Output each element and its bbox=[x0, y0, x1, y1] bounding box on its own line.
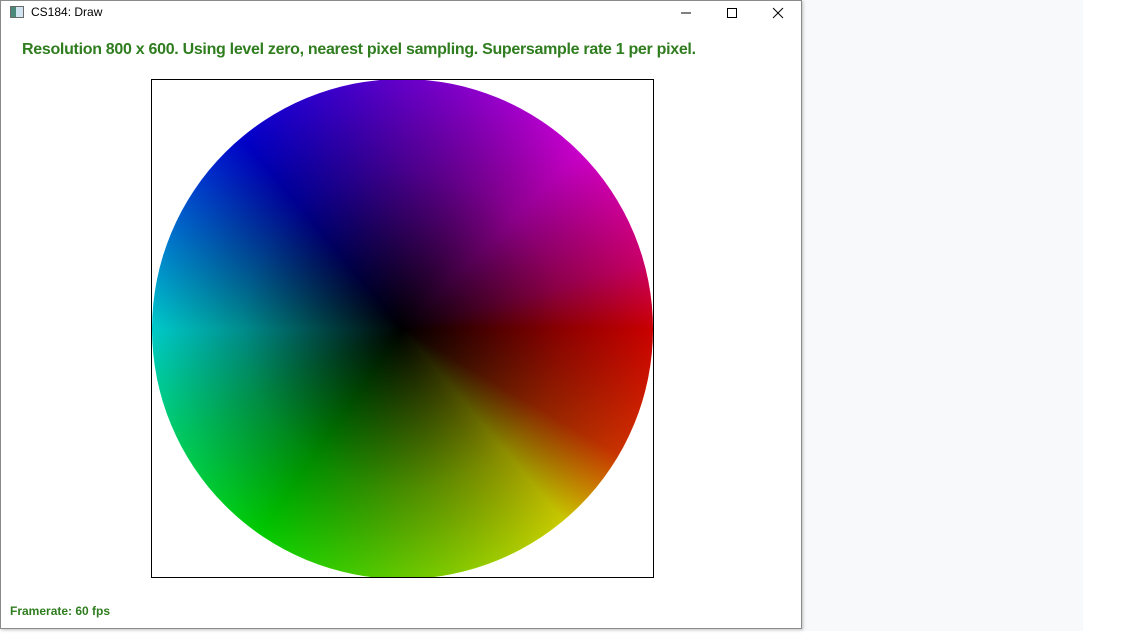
app-window: CS184: Draw Resolution 800 x 600. Using … bbox=[0, 0, 802, 629]
minimize-icon bbox=[681, 12, 691, 14]
desktop-background bbox=[802, 0, 1083, 631]
app-icon bbox=[10, 6, 24, 18]
color-wheel-shading bbox=[152, 80, 653, 577]
render-status-text: Resolution 800 x 600. Using level zero, … bbox=[22, 41, 696, 58]
maximize-icon bbox=[727, 8, 737, 18]
close-button[interactable] bbox=[755, 1, 801, 24]
color-wheel bbox=[152, 80, 653, 577]
minimize-button[interactable] bbox=[663, 1, 709, 24]
window-title: CS184: Draw bbox=[31, 5, 103, 19]
render-canvas[interactable] bbox=[151, 79, 654, 578]
maximize-button[interactable] bbox=[709, 1, 755, 24]
title-bar[interactable]: CS184: Draw bbox=[1, 1, 801, 24]
close-icon bbox=[772, 7, 784, 19]
framerate-text: Framerate: 60 fps bbox=[10, 604, 111, 618]
